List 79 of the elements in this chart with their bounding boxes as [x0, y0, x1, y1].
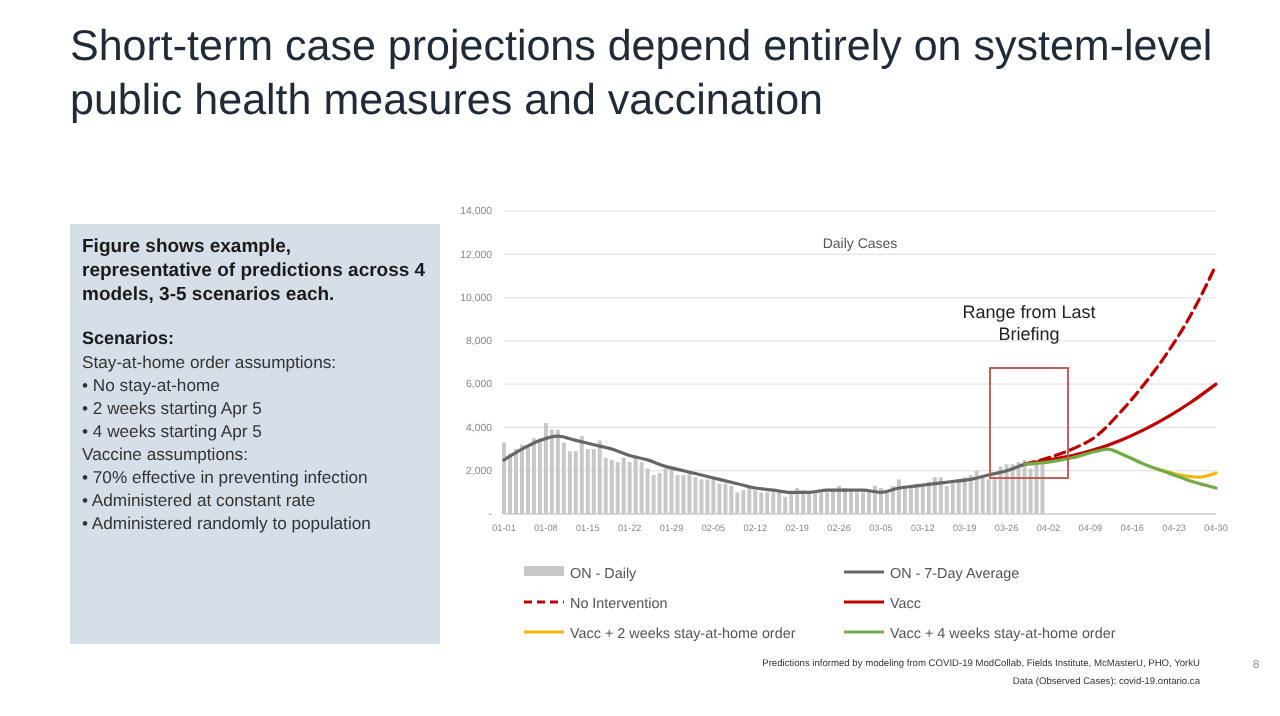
- bar: [669, 468, 674, 514]
- bar: [639, 462, 644, 514]
- bar: [789, 492, 794, 514]
- bar: [502, 442, 506, 514]
- bar: [651, 475, 656, 514]
- bar: [609, 459, 614, 514]
- text: • Administered randomly to population: [82, 513, 372, 533]
- line-series: [1022, 447, 1218, 490]
- bar: [531, 438, 536, 514]
- bar: [849, 490, 854, 514]
- bar: [729, 485, 734, 514]
- bar: [968, 475, 973, 514]
- bar: [866, 492, 871, 514]
- bar: [675, 475, 680, 514]
- bar: [896, 479, 901, 514]
- text: Vaccine assumptions:: [82, 444, 248, 464]
- bar: [633, 455, 638, 514]
- bar: [765, 492, 770, 514]
- bar: [621, 457, 626, 514]
- bar: [807, 492, 812, 514]
- bar: [962, 477, 967, 514]
- bar: [543, 423, 548, 514]
- bar: [657, 472, 662, 514]
- bar: [711, 477, 716, 514]
- bar: [723, 483, 728, 514]
- bar: [980, 475, 985, 514]
- bar: [681, 475, 686, 514]
- bar: [771, 492, 776, 514]
- bar: [1022, 459, 1027, 514]
- bar: [753, 490, 758, 514]
- text: • Administered at constant rate: [82, 490, 316, 510]
- bar: [513, 449, 518, 514]
- bar: [687, 472, 692, 514]
- bar: [759, 492, 764, 514]
- bar: [1040, 464, 1045, 514]
- bar: [1028, 468, 1033, 514]
- bar: [783, 496, 788, 514]
- bar: [819, 492, 824, 514]
- bar: [831, 490, 836, 514]
- bar: [645, 468, 650, 514]
- bar: [615, 462, 620, 514]
- text: • 70% effective in preventing infection: [82, 467, 369, 487]
- bar: [579, 436, 584, 514]
- text: Scenarios:: [82, 328, 175, 348]
- annotation: Range from Last Briefing: [962, 302, 1097, 344]
- text: • No stay-at-home: [82, 375, 221, 395]
- bar: [717, 483, 722, 514]
- chart-title: Short-term case projections depend entirely on system-level public health measures and vaccination: [70, 22, 1213, 124]
- bar: [825, 492, 830, 514]
- bar: [597, 440, 602, 514]
- bar: [549, 429, 554, 514]
- bar: [860, 492, 865, 514]
- bar: [777, 492, 782, 514]
- text: • 4 weeks starting Apr 5: [82, 421, 263, 441]
- bar: [956, 479, 961, 514]
- text: Figure shows example, representative of predictions across 4 models, 3-5 scenarios each.: [82, 236, 427, 306]
- bar: [950, 481, 955, 514]
- text: Stay-at-home order assumptions:: [82, 352, 337, 372]
- bar: [567, 451, 572, 514]
- bar: [932, 477, 937, 514]
- bar: [741, 490, 746, 514]
- bar: [855, 492, 860, 514]
- bar: [693, 477, 698, 514]
- bar: [974, 470, 979, 514]
- bar: [555, 429, 560, 514]
- bar: [525, 446, 530, 514]
- bar: [627, 462, 632, 514]
- bar: [705, 479, 710, 514]
- bar: [663, 468, 668, 514]
- bar: [699, 479, 704, 514]
- bar: [519, 444, 524, 514]
- bar: [735, 492, 740, 514]
- bar: [908, 485, 913, 514]
- text: • 2 weeks starting Apr 5: [82, 398, 263, 418]
- bar: [1034, 464, 1039, 514]
- bar: [944, 485, 949, 514]
- bar: [986, 479, 991, 514]
- bar: [747, 485, 752, 514]
- bar: [938, 477, 943, 514]
